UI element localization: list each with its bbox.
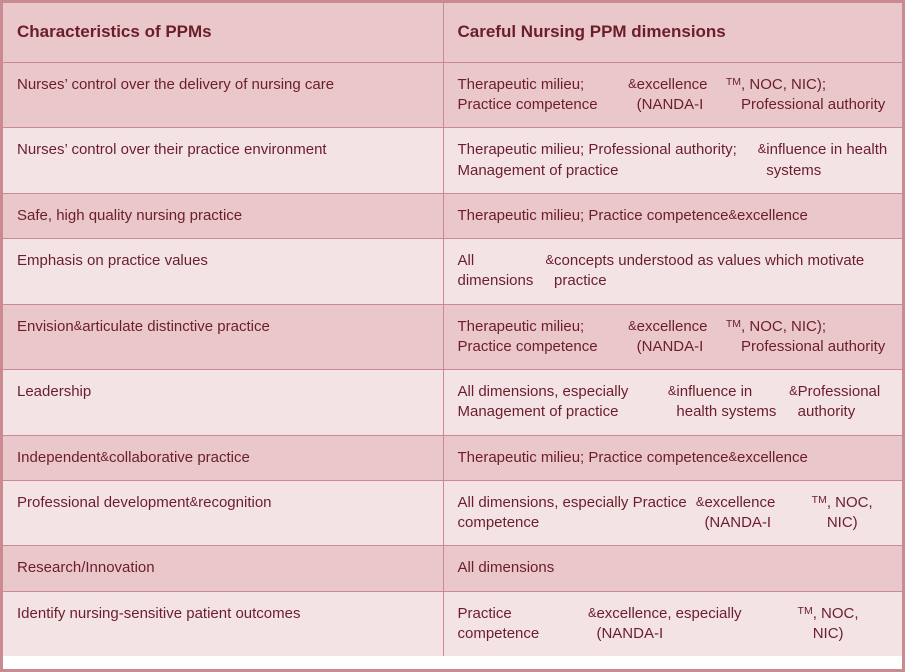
cell-characteristic: Professional development & recognition	[3, 481, 444, 546]
table-row: Nurses’ control over their practice envi…	[3, 128, 902, 194]
cell-dimension: Practice competence & excellence, especi…	[444, 592, 902, 657]
cell-dimension: Therapeutic milieu; Practice competence …	[444, 194, 902, 238]
table-row: Emphasis on practice valuesAll dimension…	[3, 239, 902, 305]
table-row: LeadershipAll dimensions, especially Man…	[3, 370, 902, 436]
cell-characteristic: Identify nursing-sensitive patient outco…	[3, 592, 444, 657]
cell-dimension: All dimensions & concepts understood as …	[444, 239, 902, 304]
cell-dimension: Therapeutic milieu; Professional authori…	[444, 128, 902, 193]
cell-characteristic: Nurses’ control over the delivery of nur…	[3, 63, 444, 128]
header-left: Characteristics of PPMs	[3, 3, 444, 62]
header-row: Characteristics of PPMs Careful Nursing …	[3, 3, 902, 63]
cell-dimension: Therapeutic milieu; Practice competence …	[444, 305, 902, 370]
table-row: Independent & collaborative practiceTher…	[3, 436, 902, 481]
cell-characteristic: Emphasis on practice values	[3, 239, 444, 304]
cell-characteristic: Nurses’ control over their practice envi…	[3, 128, 444, 193]
cell-dimension: All dimensions	[444, 546, 902, 590]
table-row: Professional development & recognitionAl…	[3, 481, 902, 547]
header-right: Careful Nursing PPM dimensions	[444, 3, 902, 62]
cell-characteristic: Independent & collaborative practice	[3, 436, 444, 480]
cell-dimension: Therapeutic milieu; Practice competence …	[444, 63, 902, 128]
cell-dimension: Therapeutic milieu; Practice competence …	[444, 436, 902, 480]
table-row: Research/InnovationAll dimensions	[3, 546, 902, 591]
table-row: Identify nursing-sensitive patient outco…	[3, 592, 902, 657]
table-row: Envision & articulate distinctive practi…	[3, 305, 902, 371]
cell-characteristic: Safe, high quality nursing practice	[3, 194, 444, 238]
cell-characteristic: Envision & articulate distinctive practi…	[3, 305, 444, 370]
cell-dimension: All dimensions, especially Management of…	[444, 370, 902, 435]
cell-characteristic: Research/Innovation	[3, 546, 444, 590]
table-row: Nurses’ control over the delivery of nur…	[3, 63, 902, 129]
ppm-table: Characteristics of PPMs Careful Nursing …	[0, 0, 905, 672]
cell-dimension: All dimensions, especially Practice comp…	[444, 481, 902, 546]
cell-characteristic: Leadership	[3, 370, 444, 435]
table-row: Safe, high quality nursing practiceThera…	[3, 194, 902, 239]
